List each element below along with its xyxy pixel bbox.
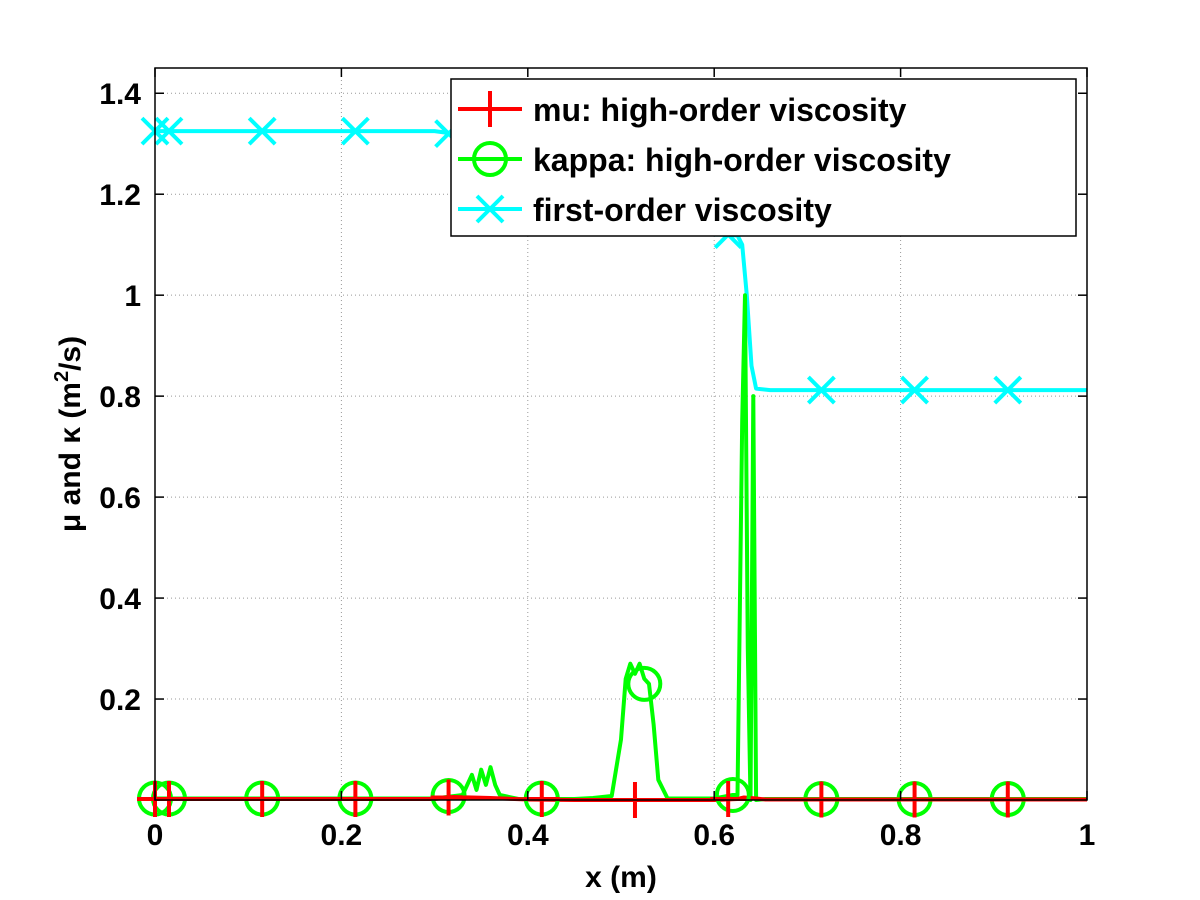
y-tick-label: 1.4 <box>99 78 141 111</box>
y-axis-label-main: μ and κ (m <box>54 382 87 532</box>
marker-mu <box>150 780 187 817</box>
marker-kappa <box>626 665 663 702</box>
marker-first-order <box>806 375 836 405</box>
x-axis-label: x (m) <box>585 861 657 894</box>
marker-mu <box>244 780 281 817</box>
legend-marker-first-order <box>475 194 505 224</box>
legend-label-first-order: first-order viscosity <box>533 192 832 228</box>
legend-marker-mu <box>472 91 508 127</box>
marker-mu <box>710 780 747 817</box>
legend-samples <box>458 91 522 224</box>
marker-first-order <box>993 375 1023 405</box>
marker-first-order <box>340 116 370 146</box>
y-tick-label: 0.8 <box>99 381 141 414</box>
y-axis-label-superscript: 2 <box>51 371 73 382</box>
x-tick-label: 0 <box>147 819 164 852</box>
legend-label-mu: mu: high-order viscosity <box>533 92 907 128</box>
marker-mu <box>430 779 467 816</box>
y-tick-label: 0.2 <box>99 684 141 717</box>
y-tick-label: 1 <box>124 280 141 313</box>
marker-first-order <box>154 116 184 146</box>
legend-marker-kappa <box>472 141 508 177</box>
marker-kappa <box>714 776 751 813</box>
legend-box <box>450 78 1077 237</box>
y-tick-labels: 0.2 0.4 0.6 0.8 1 1.2 1.4 <box>99 78 141 717</box>
marker-mu <box>523 780 560 817</box>
y-tick-label: 0.4 <box>99 583 141 616</box>
legend: mu: high-order viscosity kappa: high-ord… <box>450 78 1077 237</box>
y-tick-label: 1.2 <box>99 179 141 212</box>
plot-frame <box>154 67 1088 801</box>
legend-label-kappa: kappa: high-order viscosity <box>533 142 951 178</box>
marker-first-order <box>247 116 277 146</box>
y-axis-label-unit: /s) <box>54 336 87 371</box>
x-tick-label: 0.2 <box>321 819 363 852</box>
x-tick-label: 0.6 <box>693 819 735 852</box>
series-line-kappa <box>155 293 1087 802</box>
y-tick-label: 0.6 <box>99 482 141 515</box>
axis-ticks <box>154 68 1088 800</box>
marker-mu <box>337 780 374 817</box>
y-axis-label: μ and κ (m2/s) <box>51 336 87 532</box>
x-tick-label: 1 <box>1079 819 1096 852</box>
x-tick-label: 0.8 <box>880 819 922 852</box>
marker-first-order <box>900 375 929 405</box>
x-tick-label: 0.4 <box>507 819 549 852</box>
x-tick-labels: 0 0.2 0.4 0.6 0.8 1 <box>147 819 1096 852</box>
